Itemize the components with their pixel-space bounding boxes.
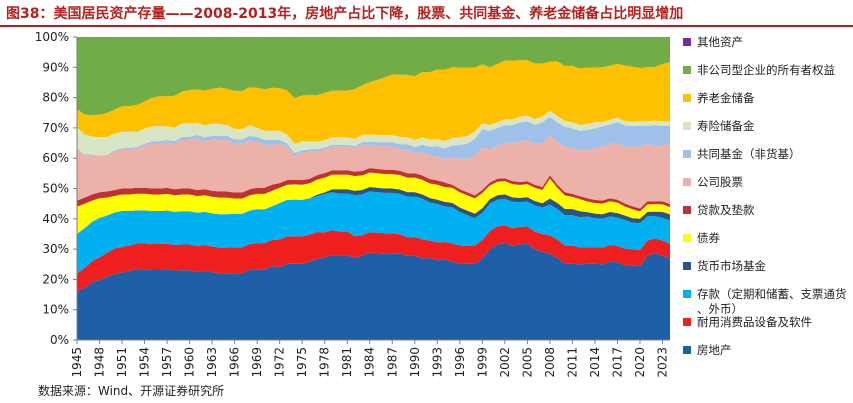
x-tick-label: 1975 (295, 347, 309, 378)
legend-swatch (683, 346, 691, 354)
x-tick-label: 2020 (633, 347, 647, 378)
legend-label: 其他资产 (697, 35, 743, 49)
legend-swatch (683, 318, 691, 326)
x-tick-label: 2011 (565, 347, 579, 378)
area-series-6 (77, 168, 670, 212)
y-tick-label: 10% (42, 303, 69, 317)
legend-label: 寿险储备金 (697, 119, 755, 133)
legend-label: 货币市场基金 (697, 259, 766, 273)
x-tick-label: 1978 (318, 347, 332, 378)
y-axis: 0% 10% 20% 30% 40% 50% 60% 70% 80% 90% 100% (35, 30, 78, 347)
legend-swatch (683, 206, 691, 214)
x-tick-label: 2008 (543, 347, 557, 378)
y-tick-label: 90% (42, 60, 69, 74)
y-tick-label: 100% (35, 30, 69, 44)
legend-label: 、外币） (697, 302, 743, 316)
title-divider (0, 25, 853, 27)
y-tick-label: 80% (42, 91, 69, 105)
legend-label: 非公司型企业的所有者权益 (697, 63, 835, 77)
y-tick-label: 40% (42, 212, 69, 226)
x-tick-label: 1993 (430, 347, 444, 378)
x-tick-label: 1966 (228, 347, 242, 378)
legend-swatch (683, 122, 691, 130)
legend-label: 养老金储备 (697, 91, 755, 105)
figure-title: 图38：美国居民资产存量——2008-2013年，房地产占比下降，股票、共同基金… (6, 6, 684, 22)
x-tick-label: 1963 (205, 347, 219, 378)
legend-label: 公司股票 (697, 175, 743, 189)
x-tick-label: 2014 (588, 347, 602, 378)
legend-swatch (683, 234, 691, 242)
x-tick-label: 2005 (520, 347, 534, 378)
area-series-2 (77, 225, 670, 292)
y-tick-label: 50% (42, 182, 69, 196)
area-series-9 (77, 110, 670, 156)
x-tick-label: 2002 (498, 347, 512, 378)
x-tick-label: 1954 (138, 347, 152, 378)
x-tick-label: 1996 (453, 347, 467, 378)
legend-label: 耐用消费品设备及软件 (697, 315, 812, 329)
legend-label: 房地产 (697, 343, 732, 357)
plot-area-series (77, 37, 670, 340)
y-tick-label: 0% (50, 333, 69, 347)
legend-swatch (683, 66, 691, 74)
area-series-7 (77, 135, 670, 209)
y-tick-label: 60% (42, 151, 69, 165)
x-tick-label: 1945 (70, 347, 84, 378)
x-tick-label: 1981 (340, 347, 354, 378)
area-series-8 (77, 116, 670, 159)
x-tick-label: 1987 (385, 347, 399, 378)
legend-swatch (683, 150, 691, 158)
stacked-area-chart: 0%10%20%30%40%50%60%70%80%90%100% 1945 19… (35, 30, 847, 378)
legend-label: 共同基金（非货基） (697, 147, 801, 161)
source-note: 数据来源：Wind、开源证券研究所 (38, 384, 225, 398)
legend-label: 贷款及垫款 (697, 203, 755, 217)
x-tick-label: 1972 (273, 347, 287, 378)
y-tick-label: 20% (42, 272, 69, 286)
legend-label: 存款（定期和储蓄、支票通货 (697, 287, 847, 301)
x-tick-label: 1960 (183, 347, 197, 378)
x-tick-label: 1984 (363, 347, 377, 378)
x-tick-label: 1957 (160, 347, 174, 378)
x-tick-label: 1951 (115, 347, 129, 378)
x-tick-label: 2017 (610, 347, 624, 378)
area-series-11 (77, 37, 670, 116)
area-series-4 (77, 187, 670, 234)
x-tick-label: 1969 (250, 347, 264, 378)
x-tick-label: 2023 (655, 347, 669, 378)
x-axis: 1945 1948 1951 1954 1957 1960 1963 1966 1969 1972… (70, 339, 670, 378)
legend-swatch (683, 178, 691, 186)
legend-swatch (683, 262, 691, 270)
area-series-5 (77, 172, 670, 234)
area-series-1 (77, 242, 670, 340)
x-tick-label: 1999 (475, 347, 489, 378)
area-series-3 (77, 191, 670, 274)
x-tick-label: 1948 (93, 347, 107, 378)
legend-label: 债券 (697, 231, 720, 245)
legend-swatch (683, 38, 691, 46)
x-tick-label: 1990 (408, 347, 422, 378)
y-tick-label: 70% (42, 121, 69, 135)
legend-swatch (683, 94, 691, 102)
y-tick-label: 30% (42, 242, 69, 256)
legend-swatch (683, 290, 691, 298)
area-series-10 (77, 60, 670, 144)
